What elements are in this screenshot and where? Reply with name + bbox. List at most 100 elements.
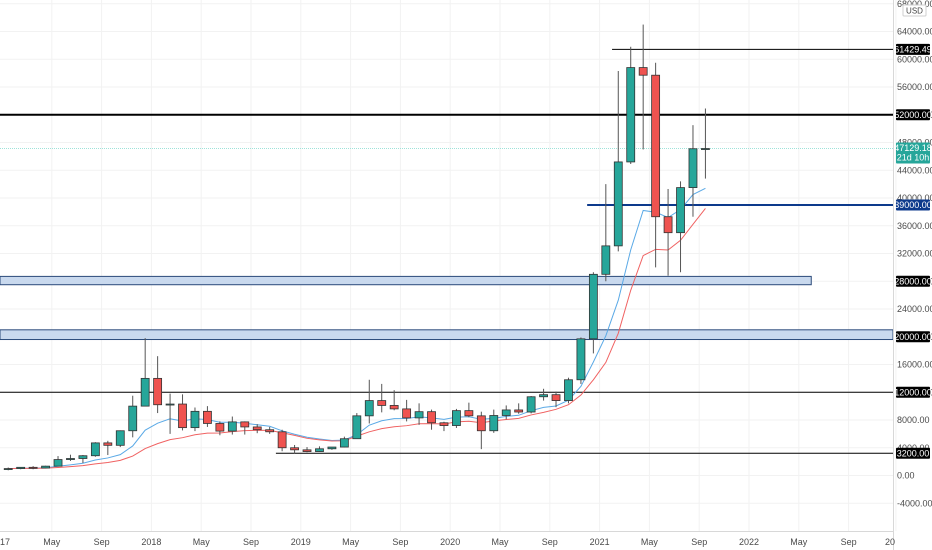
x-tick-label: May [193,537,211,547]
y-tick-label: 24000.00 [897,304,932,314]
candle[interactable] [16,466,26,470]
candle-body [651,74,661,218]
candle-body [452,410,461,426]
candle[interactable] [190,407,200,432]
candle-body [103,442,113,446]
candle[interactable] [489,409,499,433]
candle[interactable] [476,411,486,450]
candle[interactable] [290,444,299,454]
candle[interactable] [452,408,461,428]
candle[interactable] [514,403,524,414]
candle[interactable] [688,125,698,217]
candle[interactable] [240,421,250,435]
candle[interactable] [53,456,63,467]
candle-body [290,447,299,451]
candle-body [613,161,623,247]
candle[interactable] [389,390,399,411]
y-tick-label: 8000.00 [897,415,930,425]
candle[interactable] [427,409,436,430]
candles[interactable] [3,24,710,471]
y-tick-label: 16000.00 [897,360,932,370]
candle[interactable] [613,71,623,252]
candle[interactable] [3,467,13,471]
y-tick-label: 56000.00 [897,82,932,92]
candle[interactable] [277,429,287,452]
candle[interactable] [564,377,573,404]
candle-body [190,410,200,429]
candle[interactable] [402,399,412,422]
candle[interactable] [103,440,113,456]
candle[interactable] [165,393,175,434]
candle-body [215,423,225,432]
candle[interactable] [601,184,611,282]
candle-body [576,338,586,381]
candle-body [564,379,573,401]
candle[interactable] [315,446,324,452]
candle[interactable] [701,108,710,179]
candle[interactable] [339,436,349,448]
candle[interactable] [78,455,88,464]
candle[interactable] [364,379,374,424]
candle[interactable] [663,188,673,276]
candle[interactable] [501,405,511,420]
candle[interactable] [66,454,75,461]
levels [0,48,894,454]
candle-body [402,408,412,419]
candle[interactable] [140,338,150,407]
candle[interactable] [588,272,598,354]
x-tick-label: 2018 [141,537,161,547]
candle-body [514,409,524,413]
candle-body [41,465,50,469]
candle[interactable] [327,446,337,450]
candle-body [588,273,598,340]
candle-body [327,446,337,450]
candle[interactable] [626,46,636,165]
candle[interactable] [203,406,212,427]
candle[interactable] [638,24,648,150]
candle[interactable] [265,426,275,434]
candle[interactable] [215,421,225,436]
candle[interactable] [352,413,362,440]
candle[interactable] [252,424,262,434]
candle-body [663,216,673,234]
candle[interactable] [651,62,661,268]
candle[interactable] [302,447,312,453]
candle[interactable] [90,442,100,457]
candle[interactable] [227,416,237,435]
x-tick-label: May [491,537,509,547]
y-tick-label: 48000.00 [897,138,932,148]
candle[interactable] [28,466,38,470]
x-tick-label: Sep [94,537,110,547]
time-axis[interactable]: 17 May Sep 2018 May Sep 2019 May Sep 2020 May Sep 20… [0,537,895,547]
x-tick-label: Sep [841,537,857,547]
y-tick-label: 36000.00 [897,221,932,231]
level-tag: 12000.00 [894,387,932,397]
candle[interactable] [115,430,125,448]
price-tags: 61429.49 52000.00 39000.00 28000.00 20000.00… [894,43,932,459]
candle[interactable] [439,421,449,432]
candle[interactable] [539,388,548,401]
candle-body [165,403,175,406]
candle[interactable] [526,396,536,414]
candle-body [464,410,474,417]
candle[interactable] [414,403,424,425]
level-tag-bg [896,386,930,398]
x-tick-label: May [641,537,659,547]
candle[interactable] [41,465,50,469]
candle[interactable] [377,383,387,413]
candle[interactable] [576,337,586,384]
candle[interactable] [551,391,561,408]
candle[interactable] [178,394,187,431]
current-price-countdown: 21d 10h [897,153,930,163]
y-tick-label: 4000.00 [897,443,930,453]
candle-body [78,455,88,459]
y-tick-label: 60000.00 [897,54,932,64]
candle[interactable] [153,356,163,414]
candle[interactable] [128,395,138,438]
candle[interactable] [676,181,685,273]
level-tag-bg [896,331,930,343]
candle-body [501,409,511,416]
candle[interactable] [464,402,474,418]
